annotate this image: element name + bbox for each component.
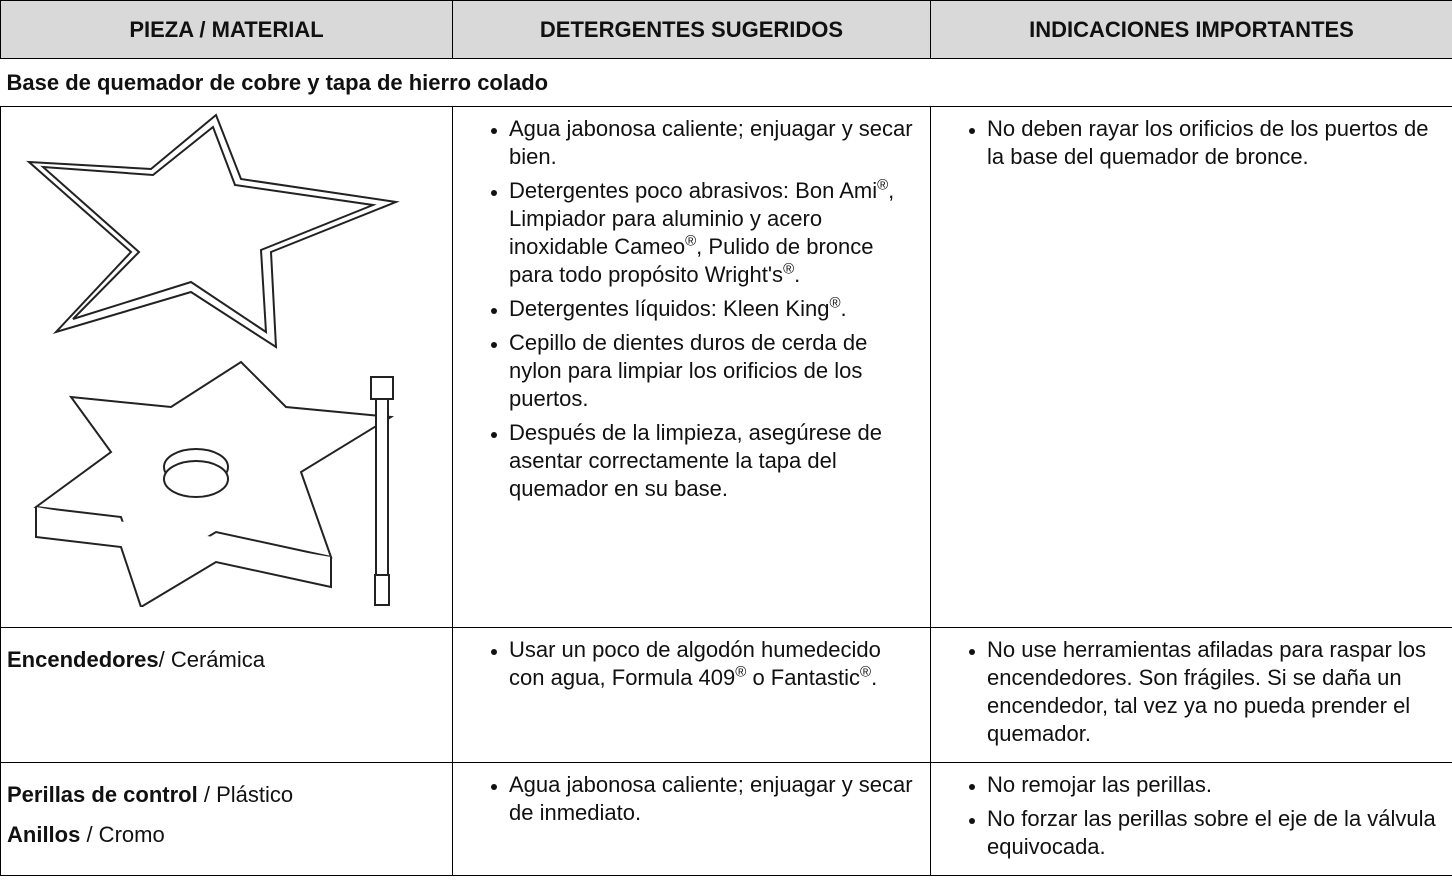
part-cell (0, 106, 453, 628)
column-header: INDICACIONES IMPORTANTES (930, 0, 1452, 59)
part-line: Encendedores/ Cerámica (7, 640, 446, 680)
registered-mark: ® (877, 176, 889, 194)
bullet-text: No deben rayar los orificios de los puer… (987, 116, 1429, 169)
notes-cell: No remojar las perillas. No forzar las pe… (930, 762, 1452, 876)
bullet-text: No forzar las perillas sobre el eje de l… (987, 806, 1436, 859)
bullet-item: Después de la limpieza, asegúrese de ase… (509, 419, 922, 503)
table-row: Perillas de control / Plástico Anillos / … (0, 762, 1452, 876)
bullet-text: . (871, 665, 878, 690)
part-cell: Encendedores/ Cerámica (0, 627, 453, 763)
bullet-text: No use herramientas afiladas para raspar… (987, 637, 1427, 746)
bullet-item: No forzar las perillas sobre el eje de l… (987, 805, 1444, 861)
table-body: Base de quemador de cobre y tapa de hier… (0, 58, 1452, 876)
registered-mark: ® (685, 232, 697, 250)
detergents-cell: Usar un poco de algodón humedecido con a… (452, 627, 931, 763)
bullet-item: Detergentes poco abrasivos: Bon Ami®, Li… (509, 177, 922, 289)
bullet-text: Usar un poco de algodón humedecido con a… (509, 637, 881, 690)
bullet-list: Agua jabonosa caliente; enjuagar y secar… (453, 107, 930, 517)
part-cell: Perillas de control / Plástico Anillos / … (0, 762, 453, 876)
bullet-list: Agua jabonosa caliente; enjuagar y secar… (453, 763, 930, 841)
bullet-text: . (840, 296, 847, 321)
bullet-item: Agua jabonosa caliente; enjuagar y secar… (509, 771, 922, 827)
bullet-text: Detergentes líquidos: Kleen King (509, 296, 830, 321)
detergents-cell: Agua jabonosa caliente; enjuagar y secar… (452, 762, 931, 876)
registered-mark: ® (783, 260, 795, 278)
burner-illustration (26, 113, 400, 607)
column-header: DETERGENTES SUGERIDOS (452, 0, 931, 59)
bullet-list: No remojar las perillas. No forzar las pe… (931, 763, 1452, 875)
part-name: Perillas de control (7, 782, 198, 807)
bullet-item: Detergentes líquidos: Kleen King®. (509, 295, 922, 323)
bullet-item: No use herramientas afiladas para raspar… (987, 636, 1444, 748)
part-material: / Cerámica (158, 647, 265, 672)
table-row: Encendedores/ Cerámica Usar un poco de al… (0, 627, 1452, 763)
bullet-list: No deben rayar los orificios de los puer… (931, 107, 1452, 185)
bullet-text: Agua jabonosa caliente; enjuagar y secar… (509, 116, 913, 169)
bullet-item: No deben rayar los orificios de los puer… (987, 115, 1444, 171)
table-header: PIEZA / MATERIAL DETERGENTES SUGERIDOS I… (0, 0, 1452, 59)
part-line: Anillos / Cromo (7, 815, 446, 855)
bullet-item: Agua jabonosa caliente; enjuagar y secar… (509, 115, 922, 171)
section-title: Base de quemador de cobre y tapa de hier… (0, 58, 1452, 107)
part-text: Perillas de control / Plástico Anillos / … (1, 763, 452, 867)
registered-mark: ® (829, 294, 841, 312)
bullet-text: Cepillo de dientes duros de cerda de nyl… (509, 330, 868, 411)
bullet-text: No remojar las perillas. (987, 772, 1212, 797)
bullet-text: , Limpiador para aluminio y acero inoxid… (509, 178, 895, 259)
bullet-text: , Pulido de bronce para todo propósito W… (509, 234, 874, 287)
bullet-text: Detergentes poco abrasivos: Bon Ami (509, 178, 878, 203)
bullet-text: Agua jabonosa caliente; enjuagar y secar… (509, 772, 913, 825)
part-material: / Plástico (197, 782, 294, 807)
bullet-list: No use herramientas afiladas para raspar… (931, 628, 1452, 762)
bullet-list: Usar un poco de algodón humedecido con a… (453, 628, 930, 706)
bullet-text: o Fantastic (746, 665, 861, 690)
part-name: Encendedores (7, 647, 159, 672)
table-row: Agua jabonosa caliente; enjuagar y secar… (0, 106, 1452, 628)
bullet-text: Después de la limpieza, asegúrese de ase… (509, 420, 883, 501)
part-material: / Cromo (80, 822, 165, 847)
notes-cell: No deben rayar los orificios de los puer… (930, 106, 1452, 628)
registered-mark: ® (860, 663, 872, 681)
notes-cell: No use herramientas afiladas para raspar… (930, 627, 1452, 763)
detergents-cell: Agua jabonosa caliente; enjuagar y secar… (452, 106, 931, 628)
part-name: Anillos (7, 822, 81, 847)
bullet-text: . (794, 262, 801, 287)
bullet-item: Usar un poco de algodón humedecido con a… (509, 636, 922, 692)
column-header: PIEZA / MATERIAL (0, 0, 453, 59)
part-line: Perillas de control / Plástico (7, 775, 446, 815)
bullet-item: No remojar las perillas. (987, 771, 1444, 799)
part-text: Encendedores/ Cerámica (1, 628, 452, 692)
registered-mark: ® (735, 663, 747, 681)
bullet-item: Cepillo de dientes duros de cerda de nyl… (509, 329, 922, 413)
